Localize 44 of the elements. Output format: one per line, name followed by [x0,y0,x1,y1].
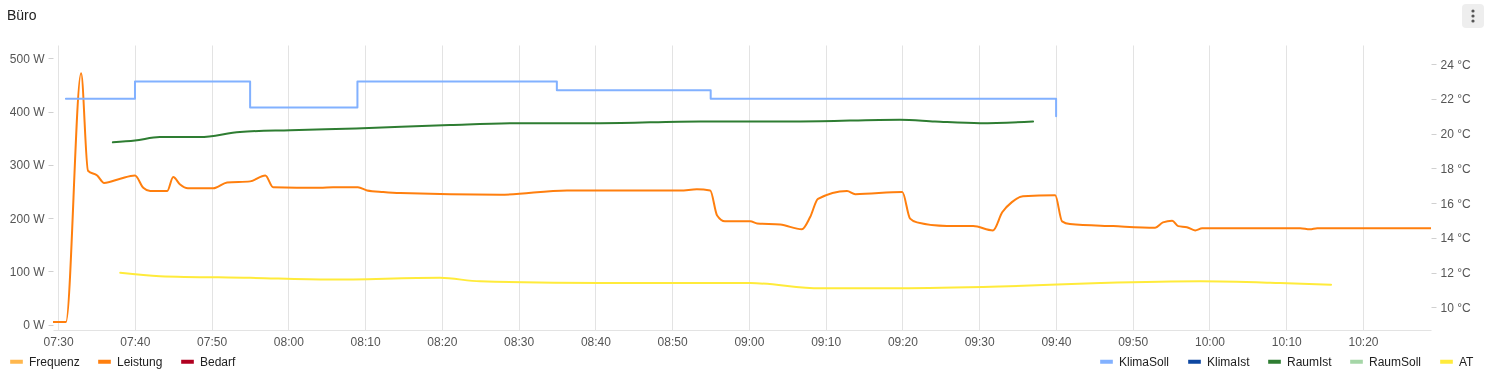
x-tick-label: 10:20 [1348,334,1379,349]
y2-tick-label: 14 °C [1440,231,1471,246]
y-tick-label: 300 W [9,158,46,173]
x-tick-label: 09:40 [1041,334,1072,349]
y-tick-label: 200 W [9,211,46,226]
x-tick-label: 09:20 [887,334,919,349]
y2-tick-label: 20 °C [1440,127,1471,142]
y2-tick-label: 12 °C [1440,266,1471,281]
chart-title: Büro [7,7,37,23]
y2-tick-label: 24 °C [1440,57,1471,72]
x-tick-label: 07:30 [43,334,74,349]
legend-label: RaumIst [1287,354,1333,369]
line-series [53,72,1431,324]
line-series [119,271,1333,290]
line-series [111,118,1035,144]
y-tick-label: 100 W [9,264,46,279]
legend-label: Frequenz [29,354,80,369]
legend-label: RaumSoll [1369,354,1422,369]
y-tick-label: 400 W [9,105,46,120]
y2-tick-label: 16 °C [1440,196,1471,211]
x-tick-label: 09:30 [964,334,996,349]
x-tick-label: 07:50 [197,334,228,349]
y2-tick-label: 18 °C [1440,161,1471,176]
x-tick-label: 08:40 [580,334,612,349]
x-tick-label: 09:10 [811,334,842,349]
legend-label: KlimaSoll [1119,354,1170,369]
y2-tick-label: 22 °C [1440,92,1471,107]
x-tick-label: 08:20 [427,334,458,349]
x-tick-label: 09:50 [1118,334,1149,349]
x-tick-label: 10:10 [1271,334,1303,349]
y2-tick-label: 10 °C [1440,300,1471,315]
legend-label: Bedarf [200,354,237,369]
y-tick-label: 0 W [23,318,46,333]
x-tick-label: 09:00 [734,334,765,349]
y-tick-label: 500 W [9,51,46,66]
x-tick-label: 08:10 [350,334,381,349]
x-tick-label: 07:40 [120,334,151,349]
legend-label: Leistung [117,354,163,369]
x-tick-label: 08:00 [273,334,305,349]
x-tick-label: 08:50 [657,334,688,349]
legend-label: KlimaIst [1207,354,1251,369]
legend-label: AT [1459,354,1475,369]
x-tick-label: 08:30 [504,334,535,349]
x-tick-label: 10:00 [1194,334,1226,349]
